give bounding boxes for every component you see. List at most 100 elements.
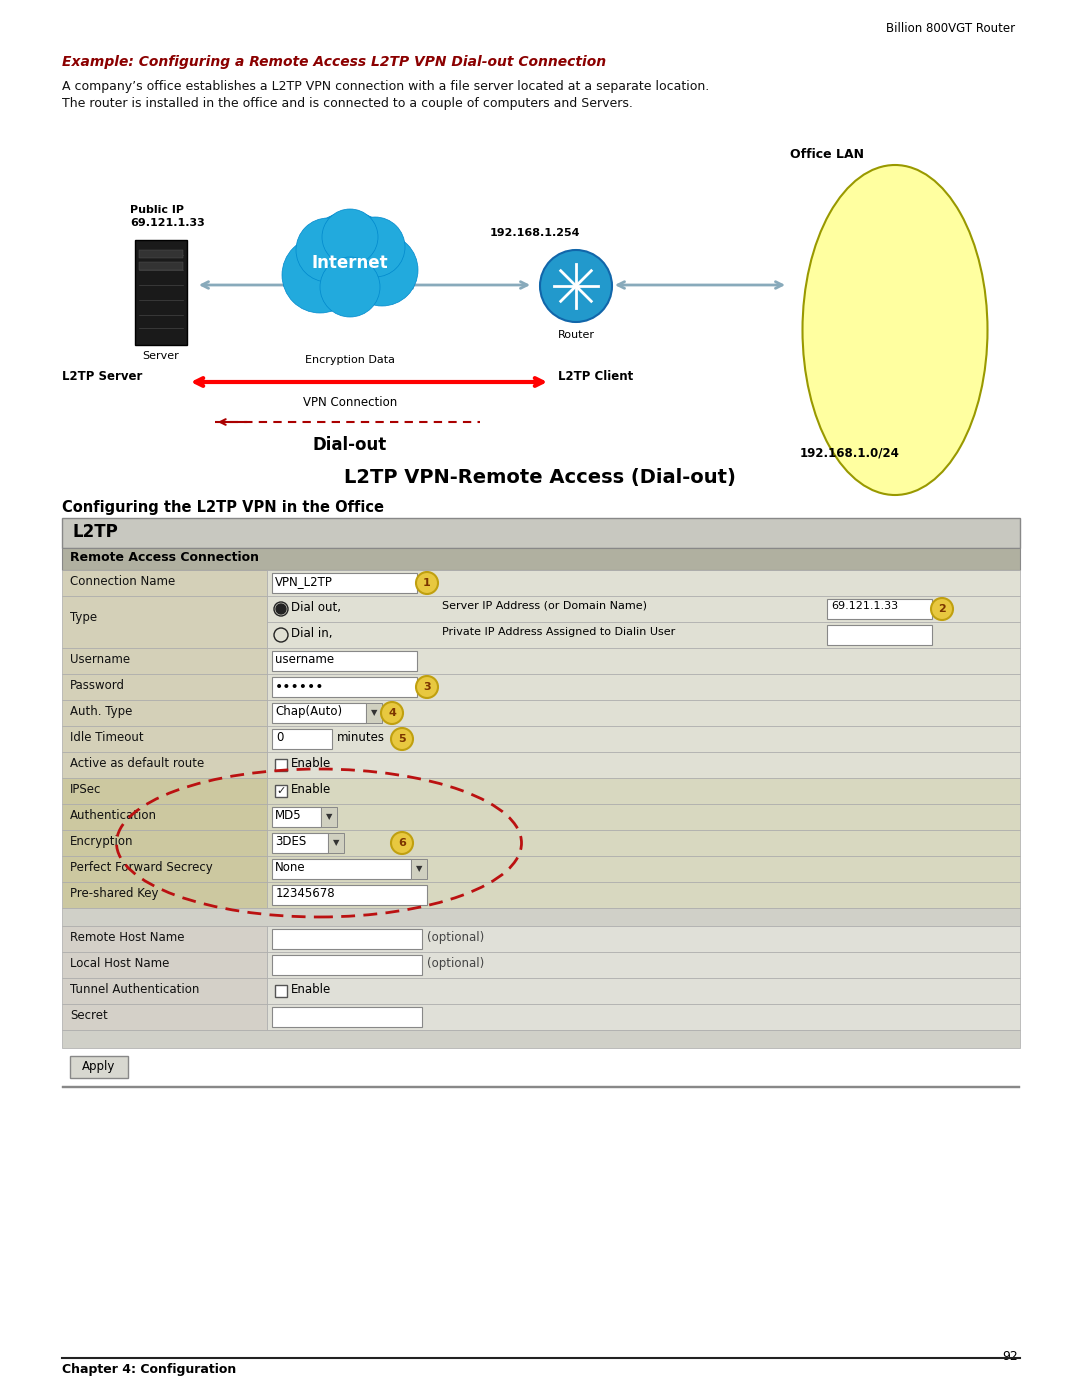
Circle shape [322,210,378,265]
FancyBboxPatch shape [62,1004,267,1030]
Text: (optional): (optional) [427,957,484,970]
Text: Password: Password [70,679,125,692]
Text: 69.121.1.33: 69.121.1.33 [130,218,205,228]
FancyBboxPatch shape [272,729,332,749]
Circle shape [416,571,438,594]
Circle shape [320,257,380,317]
FancyBboxPatch shape [267,648,1020,673]
FancyBboxPatch shape [135,240,187,345]
Text: ▼: ▼ [333,838,339,848]
FancyBboxPatch shape [62,951,267,978]
FancyBboxPatch shape [62,752,267,778]
Text: L2TP VPN-Remote Access (Dial-out): L2TP VPN-Remote Access (Dial-out) [345,468,735,488]
Text: None: None [275,861,306,875]
Text: Secret: Secret [70,1009,108,1023]
Text: Tunnel Authentication: Tunnel Authentication [70,983,200,996]
FancyBboxPatch shape [411,859,427,879]
Circle shape [296,218,360,282]
FancyBboxPatch shape [272,1007,422,1027]
Text: Server: Server [143,351,179,360]
Circle shape [345,217,405,277]
Text: 4: 4 [388,708,396,718]
Circle shape [302,212,399,307]
Circle shape [416,676,438,698]
Text: Idle Timeout: Idle Timeout [70,731,144,745]
FancyBboxPatch shape [267,726,1020,752]
FancyBboxPatch shape [267,622,1020,648]
FancyBboxPatch shape [267,778,1020,805]
Circle shape [391,833,413,854]
FancyBboxPatch shape [267,856,1020,882]
FancyBboxPatch shape [321,807,337,827]
Text: 1: 1 [423,578,431,588]
Circle shape [276,604,286,615]
FancyBboxPatch shape [267,570,1020,597]
FancyBboxPatch shape [827,599,932,619]
FancyBboxPatch shape [62,778,267,805]
FancyBboxPatch shape [62,648,267,673]
FancyBboxPatch shape [272,573,417,592]
FancyBboxPatch shape [267,882,1020,908]
FancyBboxPatch shape [62,830,267,856]
Text: Active as default route: Active as default route [70,757,204,770]
Text: Server IP Address (or Domain Name): Server IP Address (or Domain Name) [442,601,647,610]
Text: 92: 92 [1002,1350,1018,1363]
FancyBboxPatch shape [275,759,287,771]
Text: VPN Connection: VPN Connection [302,395,397,409]
Text: L2TP: L2TP [72,522,118,541]
Text: Authentication: Authentication [70,809,157,821]
Text: Remote Host Name: Remote Host Name [70,930,185,944]
Text: 3DES: 3DES [275,835,307,848]
Text: Enable: Enable [291,983,332,996]
FancyBboxPatch shape [272,651,417,671]
Text: 69.121.1.33: 69.121.1.33 [831,601,899,610]
FancyBboxPatch shape [62,926,267,951]
FancyBboxPatch shape [70,1056,129,1078]
FancyBboxPatch shape [139,250,183,258]
FancyBboxPatch shape [62,570,267,597]
FancyBboxPatch shape [62,908,1020,926]
FancyBboxPatch shape [267,597,1020,622]
Text: Perfect Forward Secrecy: Perfect Forward Secrecy [70,861,213,875]
Circle shape [381,703,403,724]
FancyBboxPatch shape [62,856,267,882]
FancyBboxPatch shape [62,597,267,648]
Text: (optional): (optional) [427,930,484,944]
Text: Username: Username [70,652,130,666]
Text: Configuring the L2TP VPN in the Office: Configuring the L2TP VPN in the Office [62,500,384,515]
Text: IPSec: IPSec [70,782,102,796]
Text: 5: 5 [399,733,406,745]
FancyBboxPatch shape [62,882,267,908]
FancyBboxPatch shape [272,859,411,879]
Text: Auth. Type: Auth. Type [70,705,133,718]
Text: 12345678: 12345678 [276,887,336,900]
FancyBboxPatch shape [139,263,183,270]
Text: Public IP: Public IP [130,205,184,215]
Text: ▼: ▼ [370,708,377,718]
Text: 3: 3 [423,682,431,692]
Text: Local Host Name: Local Host Name [70,957,170,970]
Circle shape [931,598,953,620]
Text: Dial-out: Dial-out [313,436,387,454]
FancyBboxPatch shape [328,833,345,854]
Text: Enable: Enable [291,757,332,770]
Text: ▼: ▼ [326,813,333,821]
Text: Encryption: Encryption [70,835,134,848]
Text: 6: 6 [399,838,406,848]
Text: Type: Type [70,612,97,624]
Text: VPN_L2TP: VPN_L2TP [275,576,333,588]
Text: Apply: Apply [82,1060,116,1073]
FancyBboxPatch shape [267,1004,1020,1030]
FancyBboxPatch shape [275,785,287,798]
Text: Chap(Auto): Chap(Auto) [275,705,342,718]
FancyBboxPatch shape [827,624,932,645]
Text: L2TP Client: L2TP Client [558,370,633,383]
FancyBboxPatch shape [267,805,1020,830]
Text: A company’s office establishes a L2TP VPN connection with a file server located : A company’s office establishes a L2TP VP… [62,80,710,94]
FancyBboxPatch shape [272,703,366,724]
Text: ▼: ▼ [416,865,422,873]
FancyBboxPatch shape [267,926,1020,951]
FancyBboxPatch shape [272,886,427,905]
Circle shape [282,237,357,313]
FancyBboxPatch shape [62,1085,1020,1088]
